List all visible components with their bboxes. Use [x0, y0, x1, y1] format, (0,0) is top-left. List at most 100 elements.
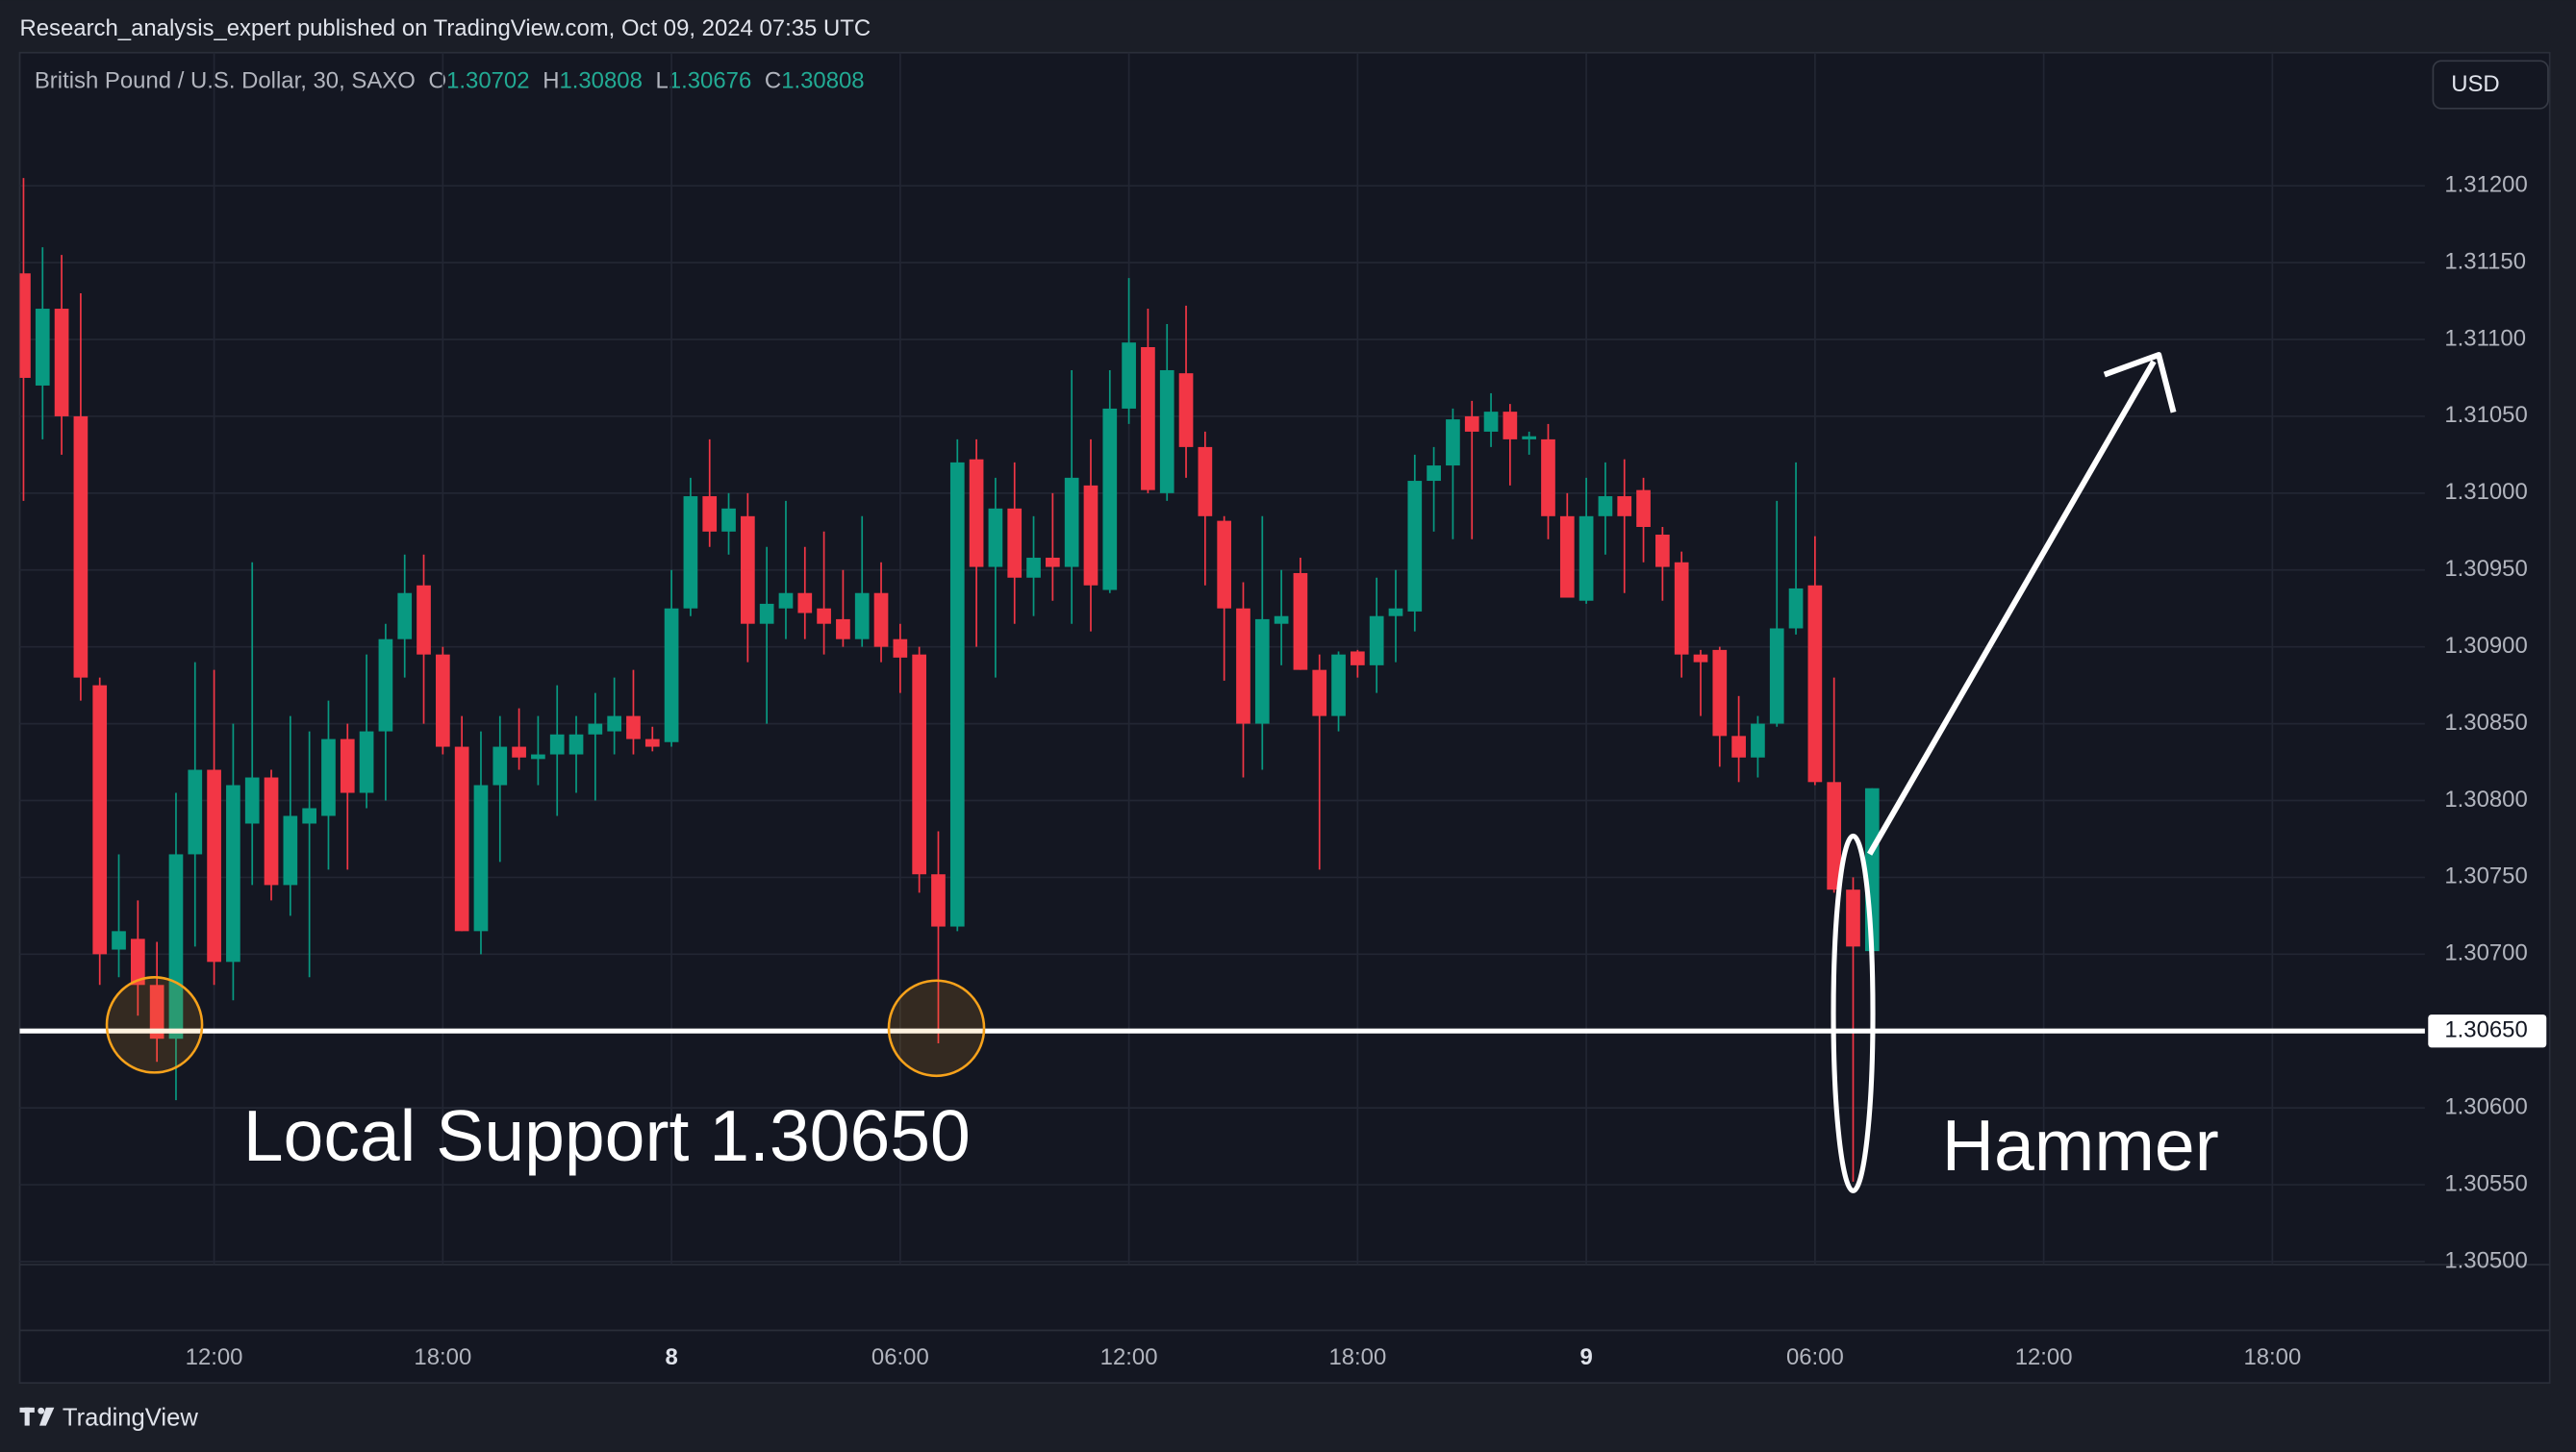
- candle-body: [1217, 520, 1232, 609]
- x-tick-label: 18:00: [1328, 1344, 1386, 1370]
- ohlc-value: 1.30808: [559, 68, 642, 94]
- x-tick-label: 12:00: [1100, 1344, 1158, 1370]
- x-tick-label: 18:00: [2243, 1344, 2301, 1370]
- candle-body: [454, 746, 469, 932]
- annotation: Hammer: [1942, 1105, 2219, 1186]
- candle-body: [397, 592, 413, 639]
- candle-body: [207, 769, 221, 963]
- candle-body: [1236, 608, 1250, 724]
- candle-body: [226, 785, 240, 963]
- ohlc-label: C: [765, 68, 781, 94]
- candle-body: [1807, 585, 1823, 783]
- candle-body: [626, 715, 641, 739]
- candle-body: [1331, 654, 1346, 716]
- candle-body: [188, 769, 203, 855]
- candle-body: [1559, 515, 1575, 598]
- candle-body: [1503, 412, 1518, 439]
- candle-body: [931, 874, 946, 927]
- candle-body: [1369, 615, 1384, 665]
- candle-body: [19, 273, 31, 378]
- candle-body: [1254, 618, 1270, 724]
- candle-body: [1102, 408, 1118, 590]
- ohlc-value: 1.30808: [781, 68, 864, 94]
- candle-body: [988, 508, 1003, 567]
- y-tick-label: 1.30900: [2444, 633, 2527, 659]
- candle-body: [949, 462, 965, 927]
- candle-body: [797, 592, 813, 613]
- candle-body: [568, 734, 584, 755]
- candle-body: [1731, 736, 1746, 758]
- x-tick-label: 8: [665, 1344, 677, 1370]
- candle-body: [35, 309, 50, 386]
- logo-part: [24, 1407, 30, 1426]
- y-tick-label: 1.31100: [2444, 325, 2526, 351]
- candle-body: [969, 459, 984, 567]
- candle-body: [836, 618, 850, 639]
- candle-body: [1122, 342, 1136, 409]
- candle-body: [92, 685, 108, 955]
- candle-body: [1655, 534, 1670, 567]
- candle-body: [1427, 465, 1441, 482]
- arrow-head: [2103, 352, 2177, 413]
- candle-body: [340, 739, 355, 793]
- x-tick-label: 06:00: [871, 1344, 929, 1370]
- candle-body: [644, 739, 660, 747]
- candle-body: [912, 654, 927, 875]
- candle-body: [1351, 651, 1365, 665]
- candle-body: [512, 746, 526, 758]
- candle-body: [741, 515, 755, 624]
- y-tick-label: 1.30850: [2444, 710, 2527, 736]
- candle-body: [1636, 489, 1651, 527]
- candle-body: [702, 496, 718, 532]
- candle-body: [1159, 369, 1174, 493]
- highlight-circle: [887, 979, 986, 1078]
- y-tick-label: 1.30500: [2444, 1247, 2527, 1273]
- y-tick-label: 1.30700: [2444, 940, 2527, 966]
- candle-body: [1464, 415, 1479, 432]
- candle-body: [1598, 496, 1613, 516]
- candle-body: [1769, 628, 1784, 724]
- ohlc-value: 1.30676: [669, 68, 751, 94]
- y-tick-label: 1.30550: [2444, 1170, 2527, 1196]
- ohlc-label: O: [428, 68, 446, 94]
- y-tick-label: 1.31050: [2444, 402, 2527, 428]
- candle-body: [1388, 608, 1403, 616]
- candle-body: [778, 592, 794, 609]
- candle-body: [1312, 669, 1327, 716]
- candle-body: [683, 496, 698, 609]
- symbol-title: British Pound / U.S. Dollar, 30, SAXO: [35, 68, 416, 94]
- candle-body: [1522, 436, 1537, 439]
- candle-body: [492, 746, 508, 786]
- logo-part: [38, 1407, 55, 1426]
- candle-body: [1046, 557, 1060, 567]
- y-tick-label: 1.30600: [2444, 1093, 2527, 1119]
- ohlc-value: 1.30702: [446, 68, 529, 94]
- y-tick-label: 1.30800: [2444, 787, 2527, 813]
- candle-body: [1141, 346, 1155, 490]
- candle-body: [283, 815, 298, 886]
- currency-label[interactable]: USD: [2451, 71, 2499, 97]
- logo-part: [38, 1407, 45, 1414]
- candle-body: [417, 585, 431, 655]
- y-tick-label: 1.31000: [2444, 479, 2527, 505]
- candle-body: [531, 754, 545, 760]
- candle-body: [54, 309, 69, 416]
- ohlc-label: L: [656, 68, 669, 94]
- annotation: Local Support 1.30650: [243, 1095, 971, 1176]
- candle-body: [664, 608, 679, 742]
- candle-body: [1064, 477, 1079, 567]
- brand-name: TradingView: [63, 1405, 198, 1432]
- currency-button[interactable]: [2432, 60, 2549, 110]
- candle-body: [854, 592, 870, 639]
- support-price-label: 1.30650: [2444, 1017, 2527, 1043]
- candle-body: [244, 777, 260, 824]
- candle-body: [1827, 782, 1842, 890]
- candle-body: [1788, 588, 1804, 629]
- candle-body: [473, 785, 489, 932]
- x-tick-label: 12:00: [2015, 1344, 2073, 1370]
- candle-body: [435, 654, 450, 747]
- candle-body: [1541, 438, 1555, 516]
- y-tick-label: 1.30750: [2444, 864, 2527, 889]
- arrow-line: [1867, 360, 2157, 856]
